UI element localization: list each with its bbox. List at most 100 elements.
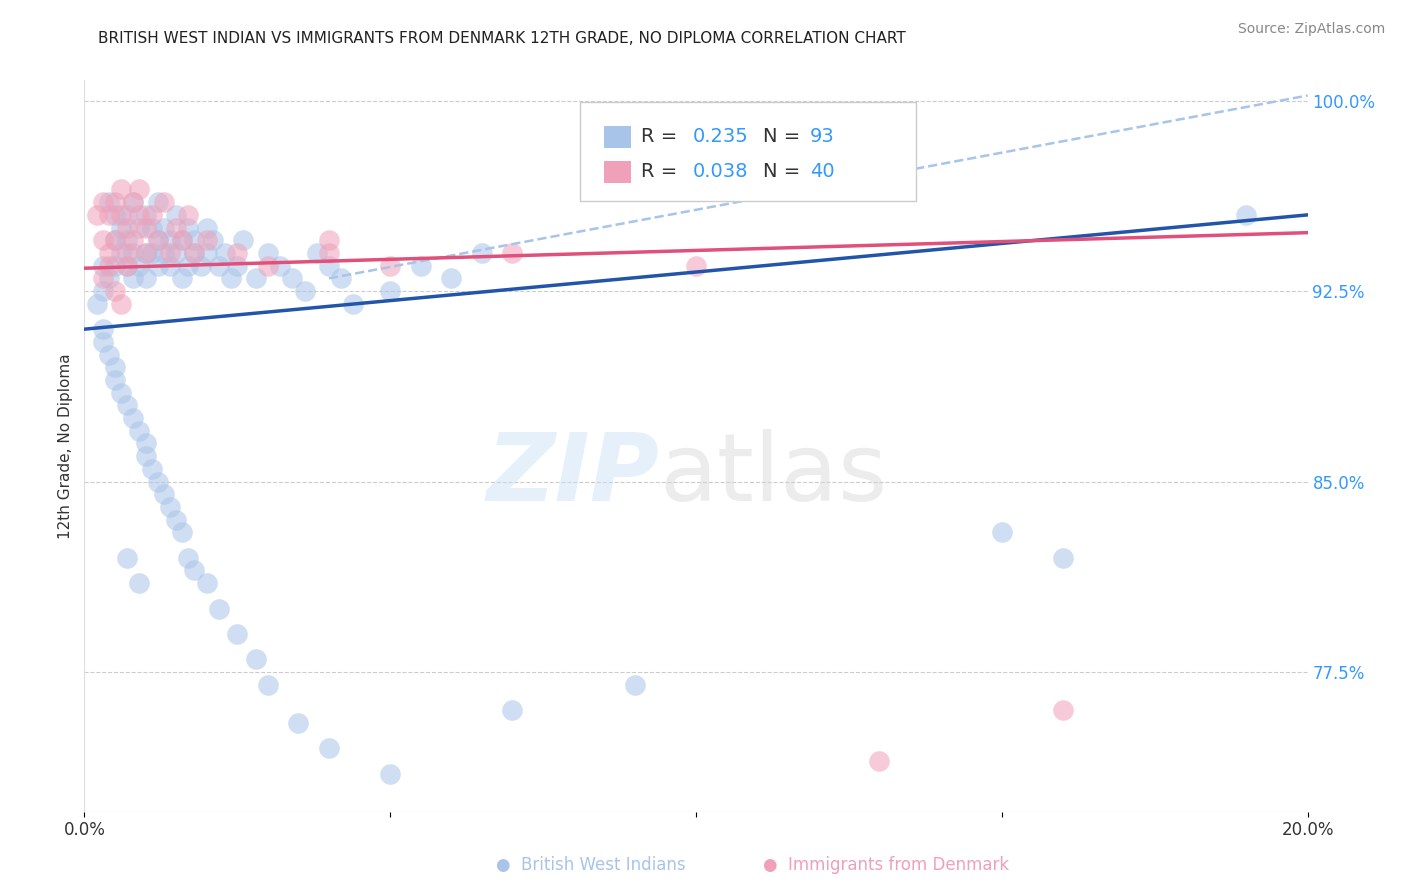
- Point: [141, 220, 163, 235]
- Point: [91, 259, 114, 273]
- Point: [91, 334, 114, 349]
- Point: [257, 259, 280, 273]
- Text: ●  British West Indians: ● British West Indians: [496, 856, 685, 874]
- Point: [409, 259, 432, 273]
- Text: 0.235: 0.235: [692, 127, 748, 146]
- Point: [183, 233, 205, 247]
- Point: [245, 652, 267, 666]
- Point: [685, 259, 707, 273]
- Point: [128, 259, 150, 273]
- Point: [380, 766, 402, 780]
- Point: [190, 259, 212, 273]
- Text: N =: N =: [763, 162, 807, 181]
- Point: [177, 208, 200, 222]
- Point: [257, 678, 280, 692]
- Point: [97, 347, 120, 362]
- Point: [104, 195, 127, 210]
- Point: [146, 475, 169, 489]
- Point: [104, 360, 127, 375]
- Point: [318, 259, 340, 273]
- Point: [115, 550, 138, 565]
- Text: ●  Immigrants from Denmark: ● Immigrants from Denmark: [762, 856, 1010, 874]
- Point: [91, 271, 114, 285]
- Bar: [605, 161, 631, 183]
- Point: [110, 246, 132, 260]
- Point: [502, 703, 524, 717]
- Point: [1052, 703, 1074, 717]
- Point: [86, 208, 108, 222]
- Point: [177, 550, 200, 565]
- Point: [159, 233, 181, 247]
- Point: [97, 259, 120, 273]
- Point: [172, 525, 194, 540]
- Point: [135, 208, 157, 222]
- Point: [146, 233, 169, 247]
- Point: [141, 462, 163, 476]
- Point: [91, 284, 114, 298]
- Point: [104, 259, 127, 273]
- Point: [342, 297, 364, 311]
- Point: [195, 233, 218, 247]
- Point: [153, 195, 176, 210]
- Point: [128, 576, 150, 591]
- Point: [104, 233, 127, 247]
- Point: [172, 233, 194, 247]
- Point: [195, 576, 218, 591]
- Point: [208, 259, 231, 273]
- Point: [195, 220, 218, 235]
- Point: [991, 525, 1014, 540]
- Point: [104, 208, 127, 222]
- Point: [380, 259, 402, 273]
- Y-axis label: 12th Grade, No Diploma: 12th Grade, No Diploma: [58, 353, 73, 539]
- Text: atlas: atlas: [659, 429, 887, 521]
- Point: [318, 233, 340, 247]
- Point: [153, 487, 176, 501]
- Point: [122, 233, 145, 247]
- Point: [97, 208, 120, 222]
- Point: [330, 271, 353, 285]
- Point: [135, 246, 157, 260]
- Point: [318, 246, 340, 260]
- Point: [110, 297, 132, 311]
- Text: 0.038: 0.038: [692, 162, 748, 181]
- Point: [135, 246, 157, 260]
- Point: [97, 195, 120, 210]
- Point: [122, 195, 145, 210]
- Point: [115, 259, 138, 273]
- Point: [183, 564, 205, 578]
- Point: [110, 220, 132, 235]
- Point: [269, 259, 291, 273]
- Point: [135, 449, 157, 463]
- Point: [502, 246, 524, 260]
- Point: [115, 208, 138, 222]
- Point: [122, 271, 145, 285]
- Point: [122, 246, 145, 260]
- Point: [115, 220, 138, 235]
- Point: [128, 220, 150, 235]
- Point: [146, 195, 169, 210]
- Point: [245, 271, 267, 285]
- Point: [122, 411, 145, 425]
- Point: [128, 182, 150, 196]
- Point: [128, 424, 150, 438]
- Text: R =: R =: [641, 127, 683, 146]
- Point: [172, 271, 194, 285]
- Point: [869, 754, 891, 768]
- Point: [91, 322, 114, 336]
- Point: [281, 271, 304, 285]
- Point: [440, 271, 463, 285]
- Text: 40: 40: [810, 162, 834, 181]
- Point: [219, 271, 242, 285]
- Text: 93: 93: [810, 127, 835, 146]
- Point: [159, 259, 181, 273]
- Point: [115, 233, 138, 247]
- Point: [287, 715, 309, 730]
- Point: [318, 741, 340, 756]
- Point: [208, 601, 231, 615]
- Text: R =: R =: [641, 162, 683, 181]
- Point: [1052, 550, 1074, 565]
- Point: [122, 195, 145, 210]
- Text: BRITISH WEST INDIAN VS IMMIGRANTS FROM DENMARK 12TH GRADE, NO DIPLOMA CORRELATIO: BRITISH WEST INDIAN VS IMMIGRANTS FROM D…: [98, 31, 907, 46]
- Point: [165, 208, 187, 222]
- Point: [135, 271, 157, 285]
